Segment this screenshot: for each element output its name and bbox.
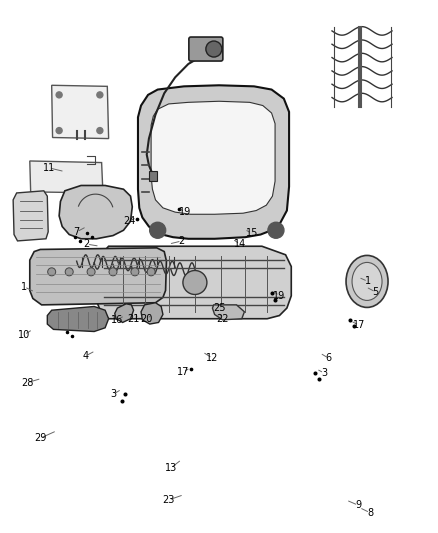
Text: 9: 9	[355, 500, 361, 510]
Polygon shape	[96, 246, 291, 319]
Text: 12: 12	[206, 353, 219, 363]
Circle shape	[65, 268, 73, 276]
Circle shape	[131, 268, 139, 276]
Bar	[149, 171, 157, 181]
Text: 14: 14	[234, 239, 246, 249]
Text: 1: 1	[365, 277, 371, 286]
Polygon shape	[13, 191, 48, 241]
Text: 6: 6	[325, 353, 332, 363]
Polygon shape	[138, 85, 289, 239]
Text: 21: 21	[127, 314, 140, 324]
Text: 20: 20	[141, 314, 153, 324]
Text: 7: 7	[74, 227, 80, 237]
Circle shape	[268, 222, 284, 238]
Text: 16: 16	[111, 315, 124, 325]
Circle shape	[56, 92, 62, 98]
Text: 4: 4	[82, 351, 88, 361]
Polygon shape	[151, 101, 275, 214]
Text: 15: 15	[246, 229, 258, 238]
Text: 3: 3	[110, 390, 116, 399]
Circle shape	[87, 268, 95, 276]
Text: 2: 2	[179, 236, 185, 246]
Ellipse shape	[352, 262, 382, 301]
Text: 22: 22	[216, 314, 229, 324]
Polygon shape	[212, 305, 244, 320]
Circle shape	[147, 268, 155, 276]
Text: 2: 2	[84, 239, 90, 249]
Circle shape	[183, 270, 207, 295]
Circle shape	[48, 268, 56, 276]
Text: 29: 29	[34, 433, 46, 443]
Circle shape	[97, 127, 103, 134]
Text: 8: 8	[367, 508, 373, 518]
Polygon shape	[52, 85, 109, 139]
Text: 17: 17	[353, 320, 365, 330]
Circle shape	[109, 268, 117, 276]
Polygon shape	[30, 248, 166, 305]
Text: 19: 19	[273, 291, 286, 301]
Circle shape	[97, 92, 103, 98]
Polygon shape	[47, 306, 109, 332]
Polygon shape	[59, 185, 132, 239]
Text: 24: 24	[123, 216, 135, 226]
Text: 5: 5	[373, 287, 379, 297]
Text: 11: 11	[43, 163, 55, 173]
Text: 10: 10	[18, 330, 30, 340]
Text: 25: 25	[213, 303, 225, 313]
Circle shape	[56, 127, 62, 134]
Ellipse shape	[346, 255, 388, 308]
Text: 17: 17	[177, 367, 189, 377]
Polygon shape	[141, 303, 163, 324]
FancyBboxPatch shape	[189, 37, 223, 61]
Polygon shape	[30, 161, 103, 193]
Circle shape	[206, 41, 222, 57]
Text: 28: 28	[21, 378, 33, 387]
Text: 3: 3	[321, 368, 327, 378]
Text: 1: 1	[21, 282, 27, 292]
Text: 13: 13	[165, 463, 177, 473]
Text: 19: 19	[179, 207, 191, 217]
Text: 23: 23	[162, 495, 175, 505]
Circle shape	[150, 222, 166, 238]
Polygon shape	[115, 304, 134, 322]
